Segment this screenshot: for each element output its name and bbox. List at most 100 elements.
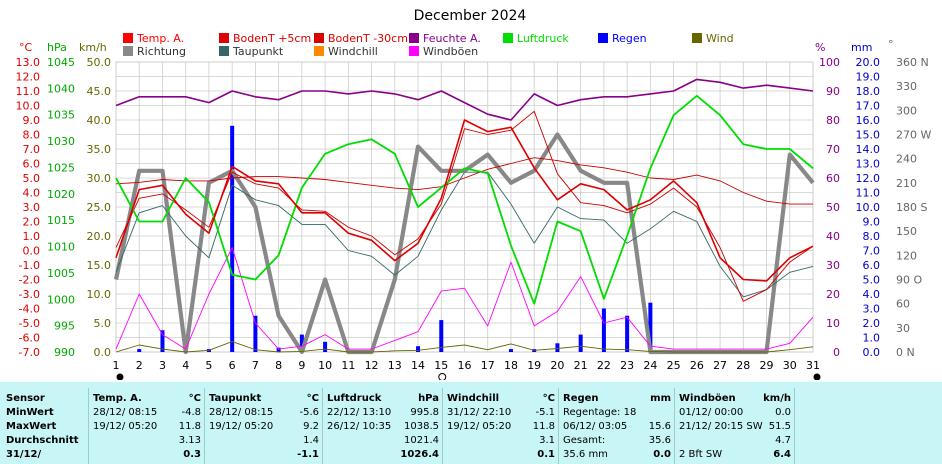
tick-pressure-0: 1045 bbox=[47, 56, 75, 69]
tick-rain-19: 1.0 bbox=[863, 332, 881, 345]
tick-temp-5: 8.0 bbox=[23, 129, 41, 142]
x-tick-4: 5 bbox=[205, 359, 212, 372]
series-line-feuchte-a bbox=[115, 78, 814, 121]
unit-pressure: hPa bbox=[47, 41, 67, 54]
stats-pressure-max-value: 1038.5 bbox=[404, 421, 439, 432]
stats-windchill-current: 0.1 bbox=[537, 449, 555, 460]
tick-temp-12: 1.0 bbox=[23, 230, 41, 243]
tick-temp-8: 5.0 bbox=[23, 172, 41, 185]
stats-pressure-current: 1026.4 bbox=[400, 449, 439, 460]
stats-temp-header: Temp. A. bbox=[93, 393, 142, 404]
stats-windchill-column: Windchill °C 31/12/ 22:10 -5.1 19/12/ 05… bbox=[442, 382, 558, 464]
legend-swatch-8 bbox=[219, 46, 229, 56]
tick-temp-2: 11.0 bbox=[16, 85, 41, 98]
tick-humidity-5: 50 bbox=[826, 201, 840, 214]
stats-rain-total-value: 35.6 bbox=[648, 435, 671, 446]
series-line-bodent-5cm bbox=[115, 110, 814, 302]
tick-temp-7: 6.0 bbox=[23, 158, 41, 171]
stats-rain-header: Regen bbox=[563, 393, 599, 404]
x-tick-24: 25 bbox=[667, 359, 681, 372]
x-tick-23: 24 bbox=[643, 359, 657, 372]
tick-rain-14: 6.0 bbox=[863, 259, 881, 272]
series-line-taupunkt bbox=[115, 171, 814, 298]
stats-dew-min-value: -5.6 bbox=[299, 407, 319, 418]
rain-bar-2 bbox=[160, 330, 165, 352]
stats-pressure-max-time: 26/12/ 10:35 bbox=[327, 421, 392, 432]
tick-temp-18: -5.0 bbox=[19, 317, 40, 330]
tick-direction-0: 360 N bbox=[896, 56, 929, 69]
tick-rain-18: 2.0 bbox=[863, 317, 881, 330]
rain-bar-14 bbox=[439, 320, 444, 352]
moon-new-icon-2 bbox=[813, 373, 821, 380]
tick-direction-12: 0 N bbox=[896, 346, 915, 359]
stats-windchill-header: Windchill bbox=[447, 393, 500, 404]
tick-temp-14: -1.0 bbox=[19, 259, 40, 272]
stats-pressure-min-value: 995.8 bbox=[410, 407, 439, 418]
tick-temp-1: 12.0 bbox=[16, 71, 41, 84]
legend-swatch-2 bbox=[314, 33, 324, 43]
stats-dew-current: -1.1 bbox=[297, 449, 319, 460]
tick-temp-3: 10.0 bbox=[16, 100, 41, 113]
tick-temp-11: 2.0 bbox=[23, 216, 41, 229]
x-tick-0: 1 bbox=[113, 359, 120, 372]
stats-rain-current-total: 35.6 mm bbox=[563, 449, 608, 460]
unit-rain: mm bbox=[851, 41, 872, 54]
series-line-wind bbox=[115, 341, 814, 353]
tick-temp-16: -3.0 bbox=[19, 288, 40, 301]
x-tick-14: 15 bbox=[434, 359, 448, 372]
stats-rain-max-time: 06/12/ 03:05 bbox=[563, 421, 628, 432]
tick-temp-0: 13.0 bbox=[16, 56, 41, 69]
series-line-luftdruck bbox=[115, 94, 814, 305]
tick-humidity-10: 0 bbox=[833, 346, 840, 359]
tick-rain-15: 5.0 bbox=[863, 274, 881, 287]
rain-bar-13 bbox=[416, 346, 421, 352]
tick-rain-17: 3.0 bbox=[863, 303, 881, 316]
tick-pressure-2: 1035 bbox=[47, 109, 75, 122]
tick-humidity-2: 80 bbox=[826, 114, 840, 127]
tick-temp-19: -6.0 bbox=[19, 332, 40, 345]
tick-humidity-6: 40 bbox=[826, 230, 840, 243]
tick-rain-9: 11.0 bbox=[856, 187, 881, 200]
tick-rain-10: 10.0 bbox=[856, 201, 881, 214]
x-tick-28: 29 bbox=[760, 359, 774, 372]
legend-label-6: Wind bbox=[706, 32, 734, 45]
tick-humidity-1: 90 bbox=[826, 85, 840, 98]
tick-humidity-4: 60 bbox=[826, 172, 840, 185]
tick-wind-2: 40.0 bbox=[87, 114, 112, 127]
tick-wind-4: 30.0 bbox=[87, 172, 112, 185]
tick-wind-0: 50.0 bbox=[87, 56, 112, 69]
legend-label-1: BodenT +5cm bbox=[233, 32, 311, 45]
tick-wind-10: 0.0 bbox=[94, 346, 112, 359]
stats-gust-current-bft: 2 Bft SW bbox=[679, 449, 723, 460]
stats-gust-min-value: 0.0 bbox=[775, 407, 791, 418]
stats-windchill-max-time: 19/12/ 05:20 bbox=[447, 421, 512, 432]
tick-temp-13: 0.0 bbox=[23, 245, 41, 258]
x-tick-15: 16 bbox=[458, 359, 472, 372]
rain-bar-17 bbox=[508, 349, 513, 352]
rain-bar-6 bbox=[253, 315, 258, 352]
tick-wind-1: 45.0 bbox=[87, 85, 112, 98]
stats-dew-max-value: 9.2 bbox=[303, 421, 319, 432]
x-tick-5: 6 bbox=[229, 359, 236, 372]
tick-rain-12: 8.0 bbox=[863, 230, 881, 243]
stats-temp-unit: °C bbox=[188, 393, 201, 404]
tick-temp-9: 4.0 bbox=[23, 187, 41, 200]
tick-rain-8: 12.0 bbox=[856, 172, 881, 185]
unit-humidity: % bbox=[815, 41, 825, 54]
x-tick-7: 8 bbox=[275, 359, 282, 372]
tick-humidity-7: 30 bbox=[826, 259, 840, 272]
legend-label-8: Taupunkt bbox=[232, 45, 284, 58]
tick-pressure-1: 1040 bbox=[47, 82, 75, 95]
chart-axes: 13.012.011.010.09.08.07.06.05.04.03.02.0… bbox=[16, 56, 932, 359]
stats-windchill-max-value: 11.8 bbox=[532, 421, 555, 432]
x-tick-19: 20 bbox=[550, 359, 564, 372]
x-tick-29: 30 bbox=[783, 359, 797, 372]
tick-direction-6: 180 S bbox=[896, 201, 927, 214]
tick-pressure-3: 1030 bbox=[47, 135, 75, 148]
series-line-bodent-30cm bbox=[115, 157, 813, 205]
tick-direction-11: 30 bbox=[896, 322, 910, 335]
tick-direction-8: 120 bbox=[896, 249, 917, 262]
rain-bar-1 bbox=[137, 349, 142, 352]
stats-gust-avg: 4.7 bbox=[775, 435, 791, 446]
legend-label-4: Luftdruck bbox=[517, 32, 569, 45]
